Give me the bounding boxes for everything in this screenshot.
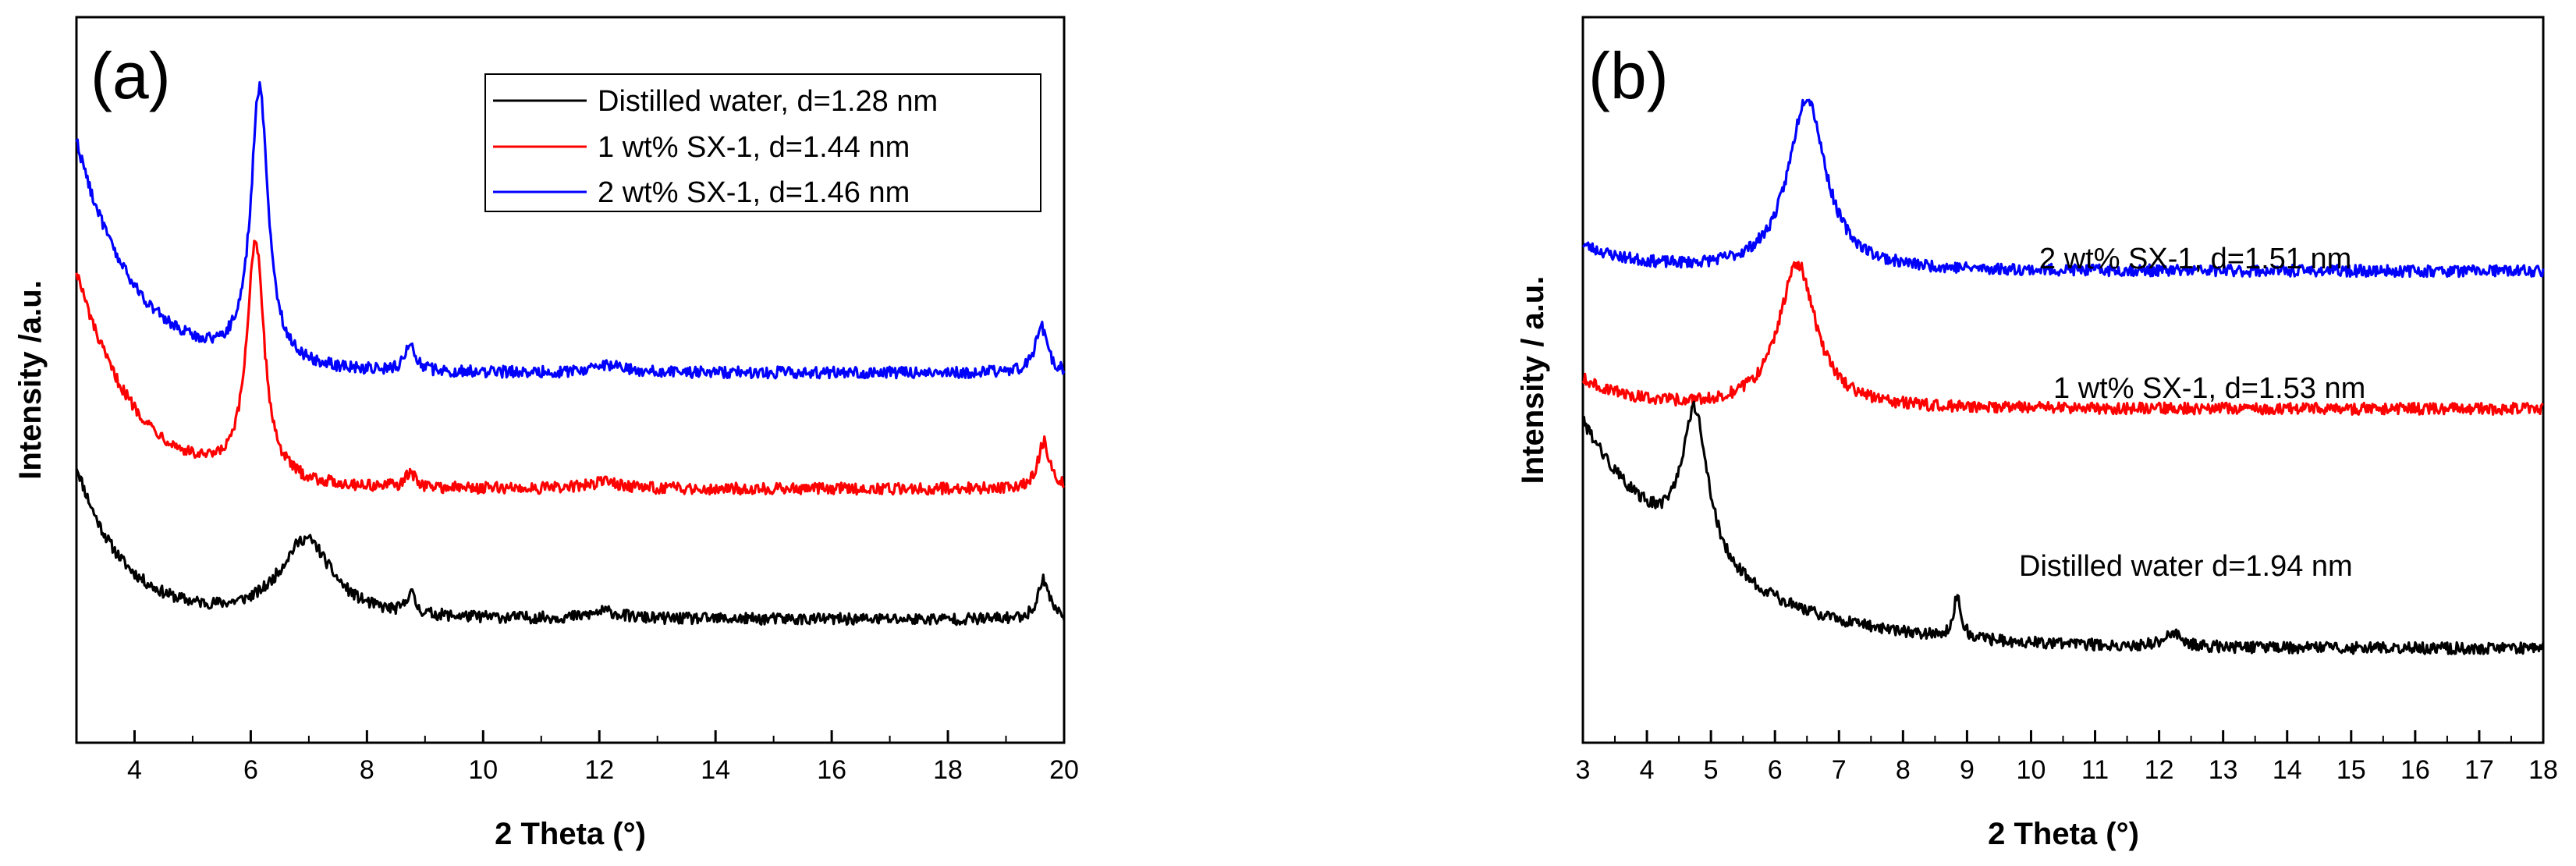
x-tick-label-a: 8 (360, 755, 374, 785)
x-tick-label-a: 6 (243, 755, 258, 785)
y-axis-title-a: Intensity /a.u. (13, 280, 48, 480)
series-line-a-2 (75, 81, 1066, 380)
x-axis-ticks-b: 3 4 5 6 7 8 9 10 11 12 13 14 15 16 17 18 (1576, 730, 2558, 785)
x-tick-label-b: 4 (1640, 755, 1655, 785)
x-tick-label-b: 17 (2464, 755, 2494, 785)
x-tick-label-a: 18 (933, 755, 963, 785)
legend-entry-1wt: 1 wt% SX-1, d=1.44 nm (598, 131, 910, 164)
x-tick-label-a: 10 (468, 755, 498, 785)
x-tick-label-b: 8 (1896, 755, 1911, 785)
x-tick-label-a: 4 (127, 755, 142, 785)
plot-frame-a (75, 16, 1066, 744)
x-tick-label-b: 14 (2273, 755, 2302, 785)
series-line-b-1 (1581, 261, 2544, 416)
series-line-b-2 (1581, 400, 2545, 655)
series-group-b (1581, 98, 2545, 655)
x-tick-label-b: 15 (2336, 755, 2366, 785)
panel-label-b: (b) (1588, 39, 1669, 112)
x-tick-label-b: 10 (2017, 755, 2046, 785)
x-axis-title-b: 2 Theta (°) (1988, 817, 2139, 851)
x-tick-label-a: 16 (817, 755, 846, 785)
x-tick-label-b: 3 (1576, 755, 1591, 785)
series-group-a (75, 81, 1066, 626)
x-tick-label-b: 11 (2081, 755, 2109, 785)
annotation-1wt: 1 wt% SX-1, d=1.53 nm (2053, 372, 2365, 405)
x-tick-label-b: 18 (2528, 755, 2558, 785)
x-tick-label-a: 14 (701, 755, 730, 785)
y-axis-title-b: Intensity / a.u. (1516, 276, 1550, 484)
legend-a: Distilled water, d=1.28 nm 1 wt% SX-1, d… (484, 73, 1041, 212)
x-tick-label-b: 13 (2209, 755, 2238, 785)
x-tick-label-a: 20 (1049, 755, 1079, 785)
legend-box (484, 73, 1041, 212)
x-tick-label-b: 7 (1832, 755, 1847, 785)
panel-a: 4 6 8 10 12 14 16 18 20 (a) Distilled water, d=1… (13, 16, 1079, 851)
x-tick-label-a: 12 (584, 755, 614, 785)
annotation-2wt: 2 wt% SX-1, d=1.51 nm (2039, 243, 2351, 275)
x-tick-label-b: 12 (2145, 755, 2174, 785)
series-line-a-0 (75, 467, 1066, 626)
x-axis-ticks-a: 4 6 8 10 12 14 16 18 20 (76, 730, 1079, 785)
x-axis-title-a: 2 Theta (°) (495, 817, 646, 851)
x-tick-label-b: 16 (2400, 755, 2430, 785)
x-tick-label-b: 9 (1960, 755, 1975, 785)
panel-label-a: (a) (90, 39, 171, 112)
legend-entry-distilled-water: Distilled water, d=1.28 nm (598, 85, 938, 118)
x-tick-label-b: 6 (1768, 755, 1783, 785)
series-line-a-1 (75, 240, 1065, 496)
panel-b: 3 4 5 6 7 8 9 10 11 12 13 14 15 16 17 18 (b) 2 wt% SX-1… (1516, 16, 2558, 851)
x-tick-label-b: 5 (1704, 755, 1719, 785)
legend-entry-2wt: 2 wt% SX-1, d=1.46 nm (598, 176, 910, 209)
series-line-b-0 (1582, 98, 2545, 279)
annotation-distilled-water: Distilled water d=1.94 nm (2019, 550, 2353, 583)
